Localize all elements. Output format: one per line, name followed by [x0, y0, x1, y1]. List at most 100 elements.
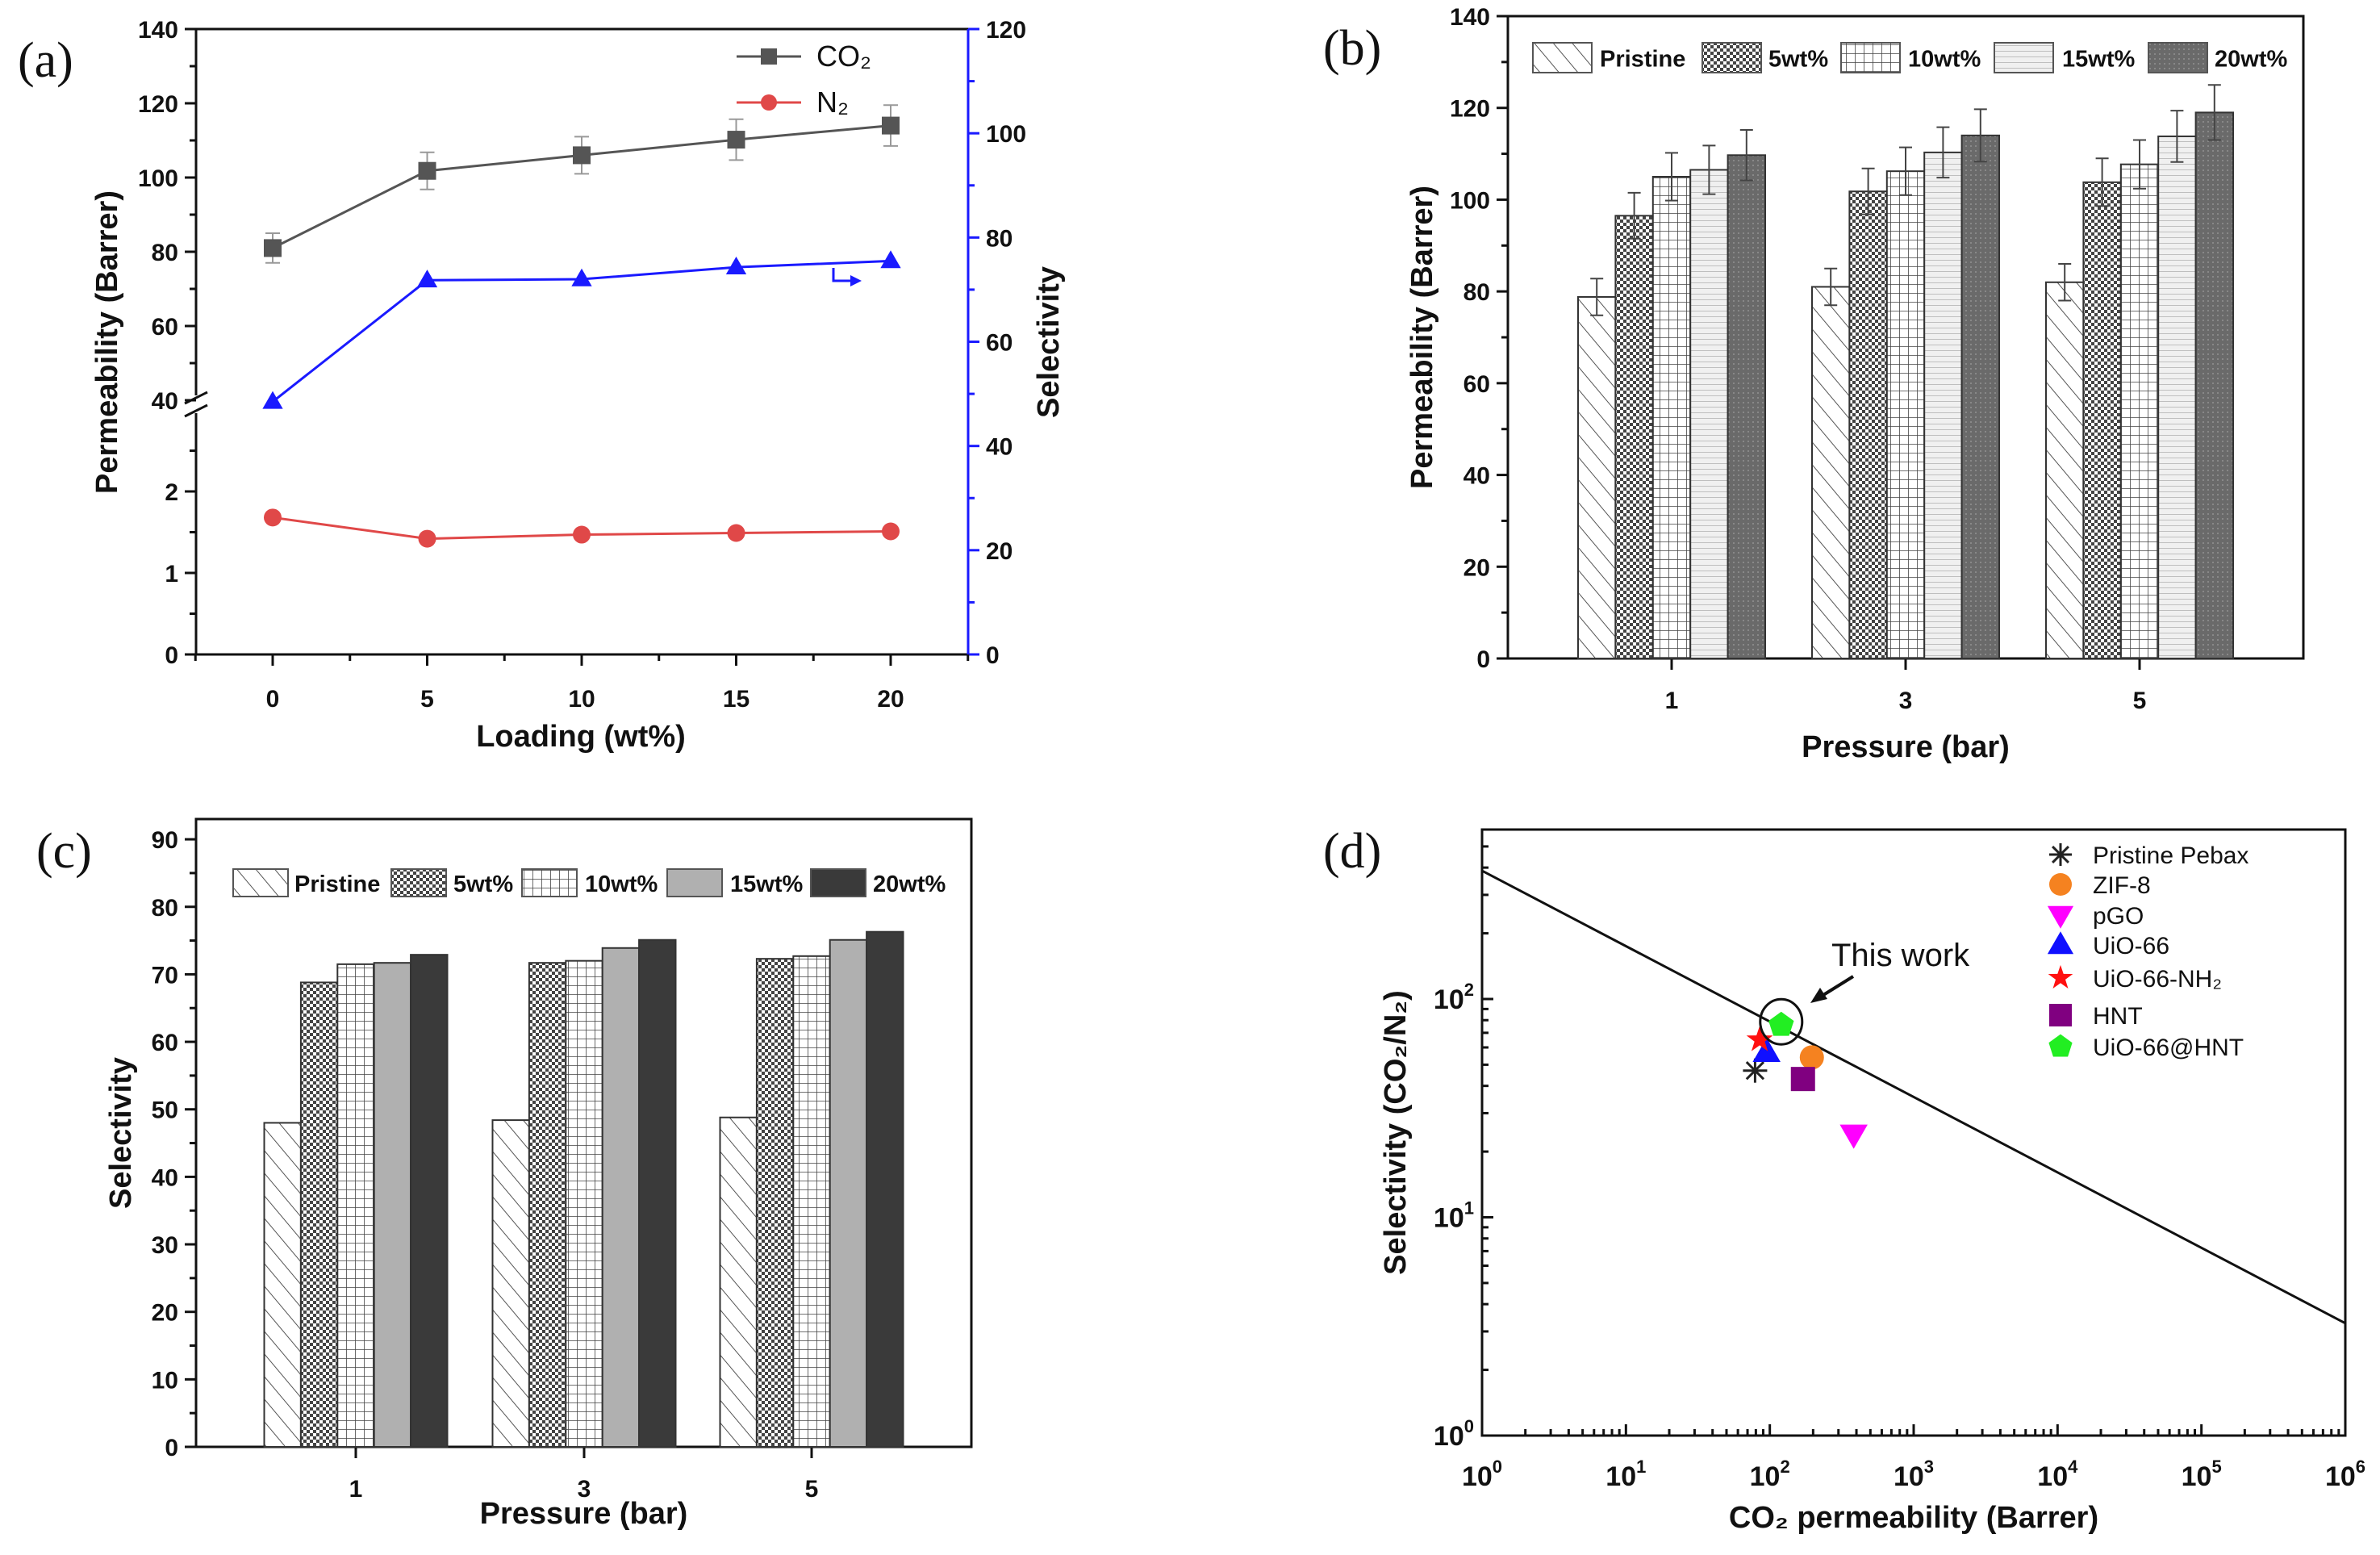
plot-a-axis-break-mark [184, 403, 208, 418]
annotation-text: This work [1831, 938, 1970, 973]
right-tick-label-a: 120 [986, 17, 1026, 44]
legend-label: Pristine [294, 872, 380, 897]
legend-label: 10wt% [1908, 47, 1981, 73]
legend-swatch [390, 868, 447, 897]
legend-swatch [2148, 42, 2208, 73]
upper-bound-line [1481, 869, 2346, 1325]
legend-label: Pristine [1600, 47, 1685, 73]
y-tick-label-b: 40 [1463, 463, 1490, 490]
legend-swatch [1994, 42, 2054, 73]
right-tick-label-a: 80 [986, 225, 1013, 252]
y-tick-label-c: 10 [152, 1367, 178, 1394]
legend-label: ZIF-8 [2093, 872, 2151, 899]
right-tick-label-a: 0 [986, 642, 1000, 669]
x-axis-title-a: Loading (wt%) [476, 720, 686, 754]
bar-15wt% [829, 938, 868, 1448]
highlight-circle [1759, 997, 1804, 1046]
x-tick-label-a: 15 [723, 686, 749, 713]
legend-label: UiO-66-NH₂ [2093, 966, 2222, 993]
right-tick-label-a: 100 [986, 121, 1026, 148]
x-axis-title-c: Pressure (bar) [480, 1497, 688, 1531]
bar-Pristine [719, 1116, 758, 1448]
bar-10wt% [792, 955, 831, 1448]
x-axis-title-d: CO₂ permeability (Barrer) [1729, 1501, 2098, 1535]
y-tick-label-b: 120 [1450, 96, 1490, 123]
legend-swatch [666, 868, 723, 897]
data-point-triangle [725, 256, 747, 274]
data-point-square [573, 146, 591, 165]
legend-label: 10wt% [585, 872, 658, 897]
data-point-square [882, 116, 900, 135]
bar-Pristine [2045, 281, 2085, 659]
y-tick-label-c: 30 [152, 1232, 178, 1259]
y-tick-label-c: 50 [152, 1097, 178, 1124]
right-axis-arrow-icon [832, 268, 854, 282]
legend-marker-square [2049, 1004, 2072, 1026]
y-tick-label-c: 40 [152, 1164, 178, 1191]
y-tick-label-d: 100 [1434, 1416, 1474, 1452]
right-axis-title-a: Selectivity [1032, 266, 1066, 418]
y-axis-title-b: Permeability (Barrer) [1405, 186, 1439, 489]
y-tick-label-a: 2 [165, 479, 178, 506]
bar-5wt% [1848, 190, 1888, 660]
legend-marker-triangle-down [2047, 905, 2074, 929]
legend-marker-pentagon [2048, 1034, 2073, 1057]
y-tick-label-a: 40 [152, 388, 178, 415]
data-point-triangle [880, 250, 901, 269]
bar-Pristine [1811, 286, 1851, 659]
legend-label: 5wt% [453, 872, 513, 897]
legend-swatch [232, 868, 289, 897]
legend-marker [761, 94, 777, 111]
x-tick-label-b: 1 [1665, 688, 1679, 714]
legend-label: HNT [2093, 1003, 2143, 1030]
legend-swatch [810, 868, 866, 897]
legend-marker-asterisk-stroke [2052, 846, 2069, 863]
legend-label: 20wt% [873, 872, 946, 897]
data-point-square [727, 131, 745, 149]
bar-5wt% [299, 981, 339, 1448]
x-tick-label-d: 102 [1750, 1457, 1790, 1492]
x-tick-label-a: 5 [420, 686, 434, 713]
y-axis-title-a: Permeability (Barrer) [90, 190, 124, 494]
bar-5wt% [755, 958, 795, 1448]
data-point-asterisk-stroke [1745, 1061, 1765, 1081]
y-tick-label-a: 80 [152, 240, 178, 266]
bar-20wt% [1727, 154, 1767, 659]
bar-15wt% [2157, 135, 2197, 660]
right-axis-arrow-head-icon [850, 275, 862, 286]
data-point-circle [264, 508, 282, 527]
legend-label: N₂ [816, 86, 849, 119]
y-tick-label-a: 0 [165, 642, 178, 669]
bar-Pristine [1577, 295, 1617, 659]
x-tick-label-d: 100 [1462, 1457, 1502, 1492]
y-tick-label-c: 90 [152, 827, 178, 854]
right-tick-label-a: 40 [986, 434, 1013, 461]
legend-label: Pristine Pebax [2093, 842, 2248, 869]
y-tick-label-b: 140 [1450, 4, 1490, 31]
plot-a-axis-break-mark [184, 391, 208, 405]
bar-20wt% [2194, 111, 2235, 659]
x-tick-label-a: 0 [266, 686, 280, 713]
y-tick-label-a: 100 [138, 165, 178, 192]
legend-label: 5wt% [1768, 47, 1828, 73]
y-tick-label-c: 60 [152, 1030, 178, 1056]
right-tick-label-a: 20 [986, 538, 1013, 565]
bar-Pristine [263, 1122, 302, 1448]
x-tick-label-d: 103 [1894, 1457, 1934, 1492]
legend-label: 20wt% [2215, 47, 2287, 73]
legend-swatch [1532, 42, 1593, 73]
y-tick-label-d: 102 [1434, 980, 1474, 1015]
x-tick-label-a: 10 [568, 686, 595, 713]
bar-10wt% [336, 963, 375, 1448]
y-tick-label-d: 101 [1434, 1198, 1474, 1234]
panel-label-a: (a) [18, 33, 73, 88]
y-tick-label-c: 80 [152, 895, 178, 922]
data-point-circle [882, 522, 900, 541]
data-point-triangle [262, 391, 283, 409]
legend-marker-triangle [2047, 931, 2074, 955]
x-tick-label-c: 1 [349, 1476, 363, 1503]
data-point-circle [418, 529, 436, 548]
x-tick-label-c: 3 [578, 1476, 591, 1503]
x-axis-title-b: Pressure (bar) [1802, 730, 2010, 764]
